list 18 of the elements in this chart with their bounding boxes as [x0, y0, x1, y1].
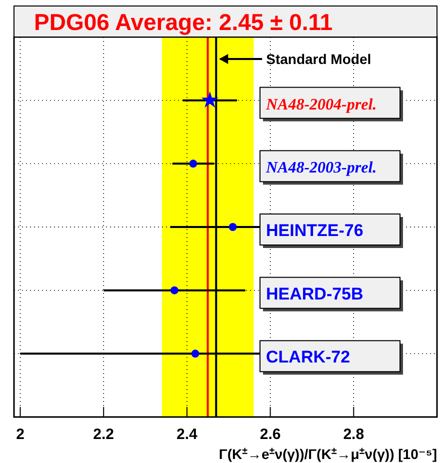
y-tick-label: HEARD-75B: [266, 284, 364, 304]
x-tick-label: 2: [16, 426, 24, 443]
x-tick-label: 2.2: [93, 426, 114, 443]
point: [201, 91, 218, 108]
y-tick-label: NA48-2003-prel.: [265, 160, 377, 177]
y-tick-label: CLARK-72: [266, 348, 350, 367]
y-tick-label: HEINTZE-76: [266, 221, 364, 240]
chart-title: PDG06 Average: 2.45 ± 0.11: [34, 9, 333, 35]
text: Γ(K$^{±}$→e$^{±}$ν(γ))/Γ(K$^{±}$→μ$^{±}$ν(γ)) [10⁻⁵]: [218, 446, 437, 462]
point: [191, 350, 200, 358]
x-tick-label: 2.6: [260, 426, 281, 443]
point: [228, 223, 237, 231]
point: [170, 286, 178, 294]
x-tick-label: 2.8: [343, 426, 364, 443]
point: [189, 160, 198, 168]
y-tick-label: NA48-2004-prel.: [265, 96, 377, 114]
ref-line-label: Standard Model: [266, 51, 372, 67]
x-tick-label: 2.4: [176, 426, 198, 443]
